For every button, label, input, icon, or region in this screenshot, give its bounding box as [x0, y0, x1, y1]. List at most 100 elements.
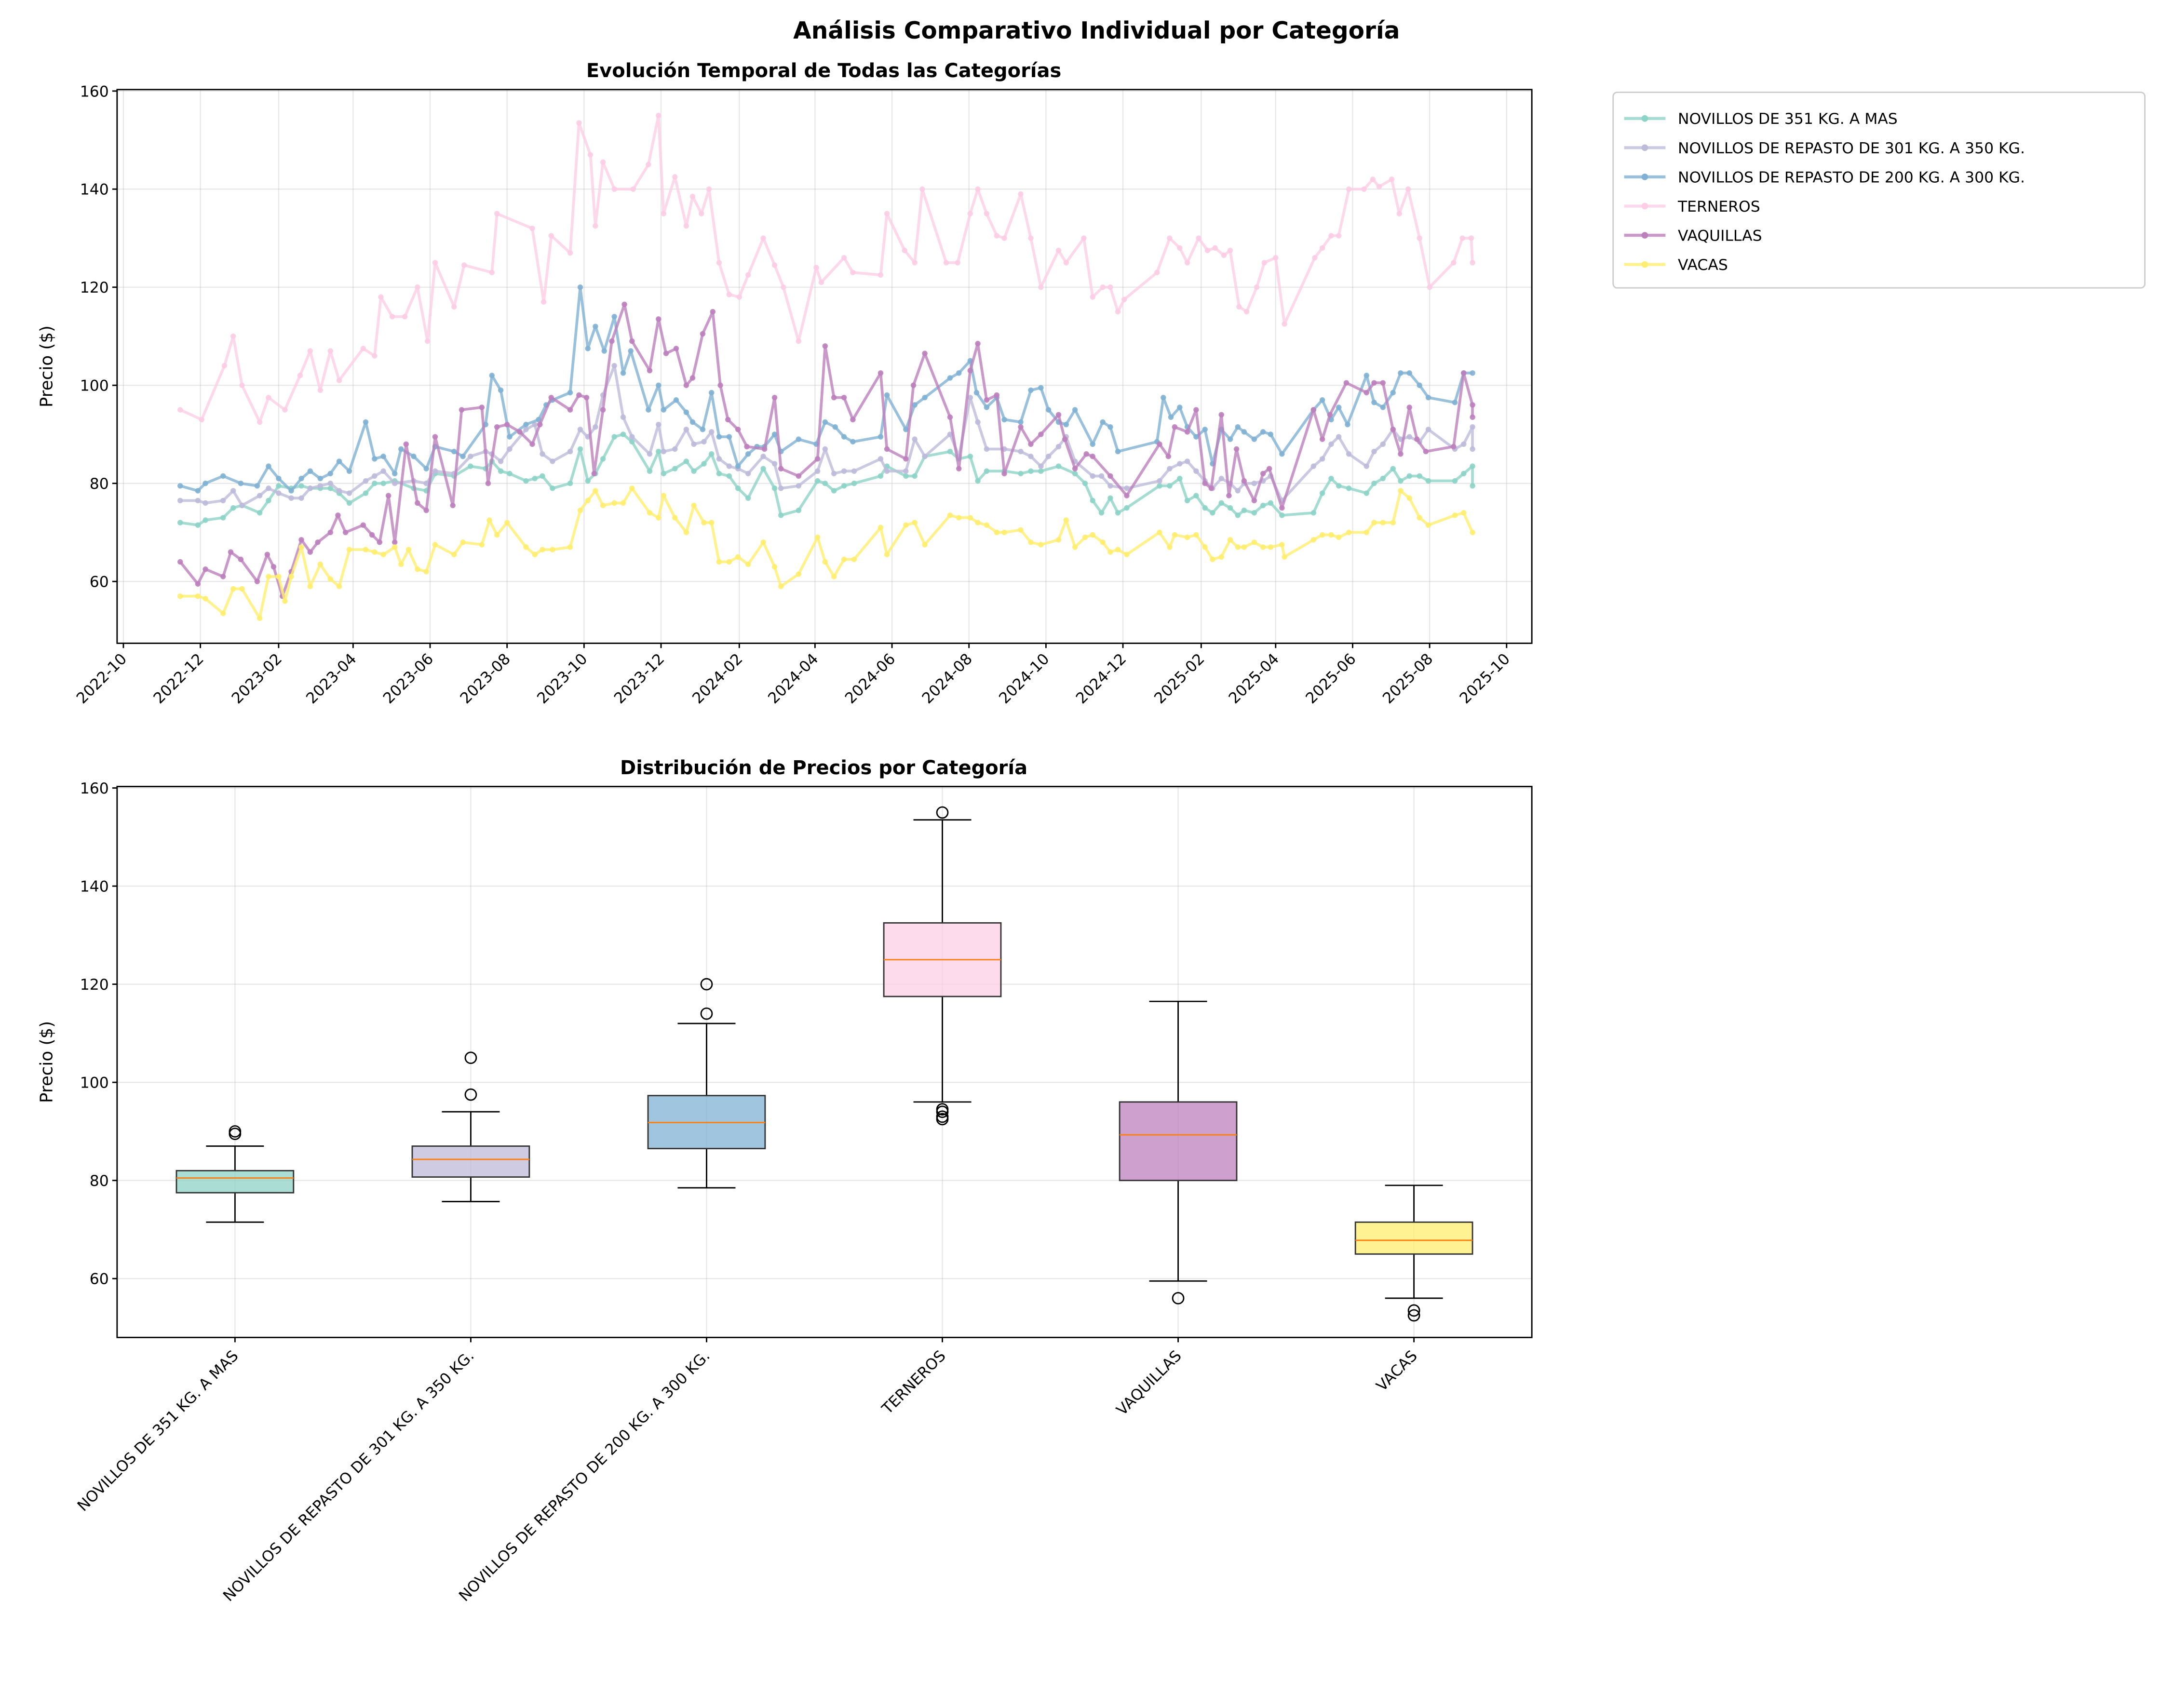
- data-point: [1193, 434, 1199, 440]
- data-point: [363, 419, 369, 425]
- data-point: [919, 186, 925, 192]
- data-point: [672, 446, 678, 452]
- legend-label: TERNEROS: [1677, 198, 1760, 215]
- data-point: [256, 419, 263, 425]
- data-point: [1319, 397, 1325, 403]
- box-iqr: [176, 1170, 295, 1194]
- data-point: [1235, 544, 1241, 550]
- data-point: [1202, 544, 1208, 550]
- data-point: [850, 269, 856, 275]
- line-chart-frame: [116, 89, 1533, 644]
- data-point: [1165, 454, 1171, 459]
- data-point: [912, 473, 918, 479]
- data-point: [600, 159, 606, 165]
- data-point: [1157, 529, 1162, 536]
- data-point: [1364, 490, 1369, 496]
- data-point: [220, 574, 226, 579]
- data-point: [585, 346, 591, 351]
- data-point: [228, 549, 234, 555]
- data-point: [709, 451, 715, 457]
- box-vaquillas: [1119, 1000, 1238, 1305]
- data-point: [1452, 478, 1458, 484]
- data-point: [601, 348, 607, 354]
- data-point: [1312, 255, 1318, 261]
- data-point: [984, 211, 990, 216]
- data-point: [1157, 483, 1162, 489]
- data-point: [1168, 414, 1174, 420]
- data-point: [298, 475, 304, 482]
- data-point: [1107, 495, 1113, 501]
- data-point: [1193, 493, 1199, 498]
- data-point: [975, 478, 981, 484]
- data-point: [177, 498, 183, 504]
- data-point: [661, 493, 666, 498]
- data-point: [656, 421, 662, 428]
- data-point: [468, 463, 473, 469]
- data-point: [1268, 500, 1274, 506]
- data-point: [276, 490, 282, 496]
- data-point: [1038, 385, 1044, 391]
- data-point: [1328, 532, 1334, 538]
- data-point: [239, 502, 245, 509]
- x-tick-label: TERNEROS: [878, 1347, 949, 1418]
- data-point: [459, 407, 465, 413]
- outlier-point: [700, 1007, 713, 1020]
- data-point: [1161, 394, 1166, 401]
- data-point: [1361, 186, 1367, 192]
- data-point: [716, 559, 722, 565]
- data-point: [1273, 255, 1279, 261]
- data-point: [600, 456, 606, 462]
- x-tick-label: 2024-06: [842, 650, 899, 707]
- data-point: [1090, 441, 1095, 447]
- data-point: [1204, 247, 1211, 254]
- data-point: [745, 561, 751, 567]
- data-point: [709, 520, 715, 525]
- data-point: [1319, 245, 1325, 251]
- y-tick-label: 80: [90, 475, 109, 493]
- data-point: [1082, 534, 1088, 540]
- data-point: [1055, 247, 1062, 254]
- data-point: [298, 483, 304, 489]
- y-tick-label: 100: [80, 377, 109, 395]
- data-point: [903, 473, 909, 479]
- data-point: [1124, 493, 1130, 498]
- x-tick-label: VAQUILLAS: [1113, 1347, 1185, 1419]
- data-point: [1184, 458, 1190, 464]
- data-point: [195, 522, 201, 528]
- outlier-point: [936, 806, 949, 819]
- data-point: [1470, 446, 1475, 452]
- data-point: [814, 478, 821, 484]
- data-point: [1235, 512, 1241, 518]
- data-point: [1346, 485, 1352, 491]
- data-point: [884, 446, 890, 452]
- data-point: [202, 480, 208, 486]
- data-point: [460, 454, 466, 459]
- data-point: [507, 446, 513, 452]
- y-tick-label: 140: [80, 181, 109, 199]
- data-point: [1107, 284, 1113, 290]
- data-point: [220, 610, 226, 617]
- data-point: [611, 314, 617, 320]
- data-point: [663, 350, 669, 356]
- data-point: [238, 480, 244, 486]
- data-point: [1227, 247, 1233, 254]
- data-point: [814, 456, 821, 462]
- data-point: [683, 458, 689, 464]
- data-point: [1364, 529, 1369, 536]
- data-point: [266, 485, 271, 491]
- data-point: [796, 436, 802, 442]
- data-point: [903, 456, 909, 462]
- data-point: [1336, 434, 1342, 440]
- data-point: [629, 439, 635, 444]
- data-point: [1038, 468, 1044, 474]
- x-tick-label: 2023-06: [380, 650, 437, 707]
- data-point: [392, 480, 398, 486]
- data-point: [967, 515, 973, 521]
- data-point: [709, 429, 715, 435]
- data-point: [903, 522, 909, 528]
- data-point: [1328, 475, 1334, 482]
- data-point: [841, 556, 847, 563]
- data-point: [567, 250, 573, 256]
- data-point: [744, 444, 750, 450]
- data-point: [415, 500, 420, 506]
